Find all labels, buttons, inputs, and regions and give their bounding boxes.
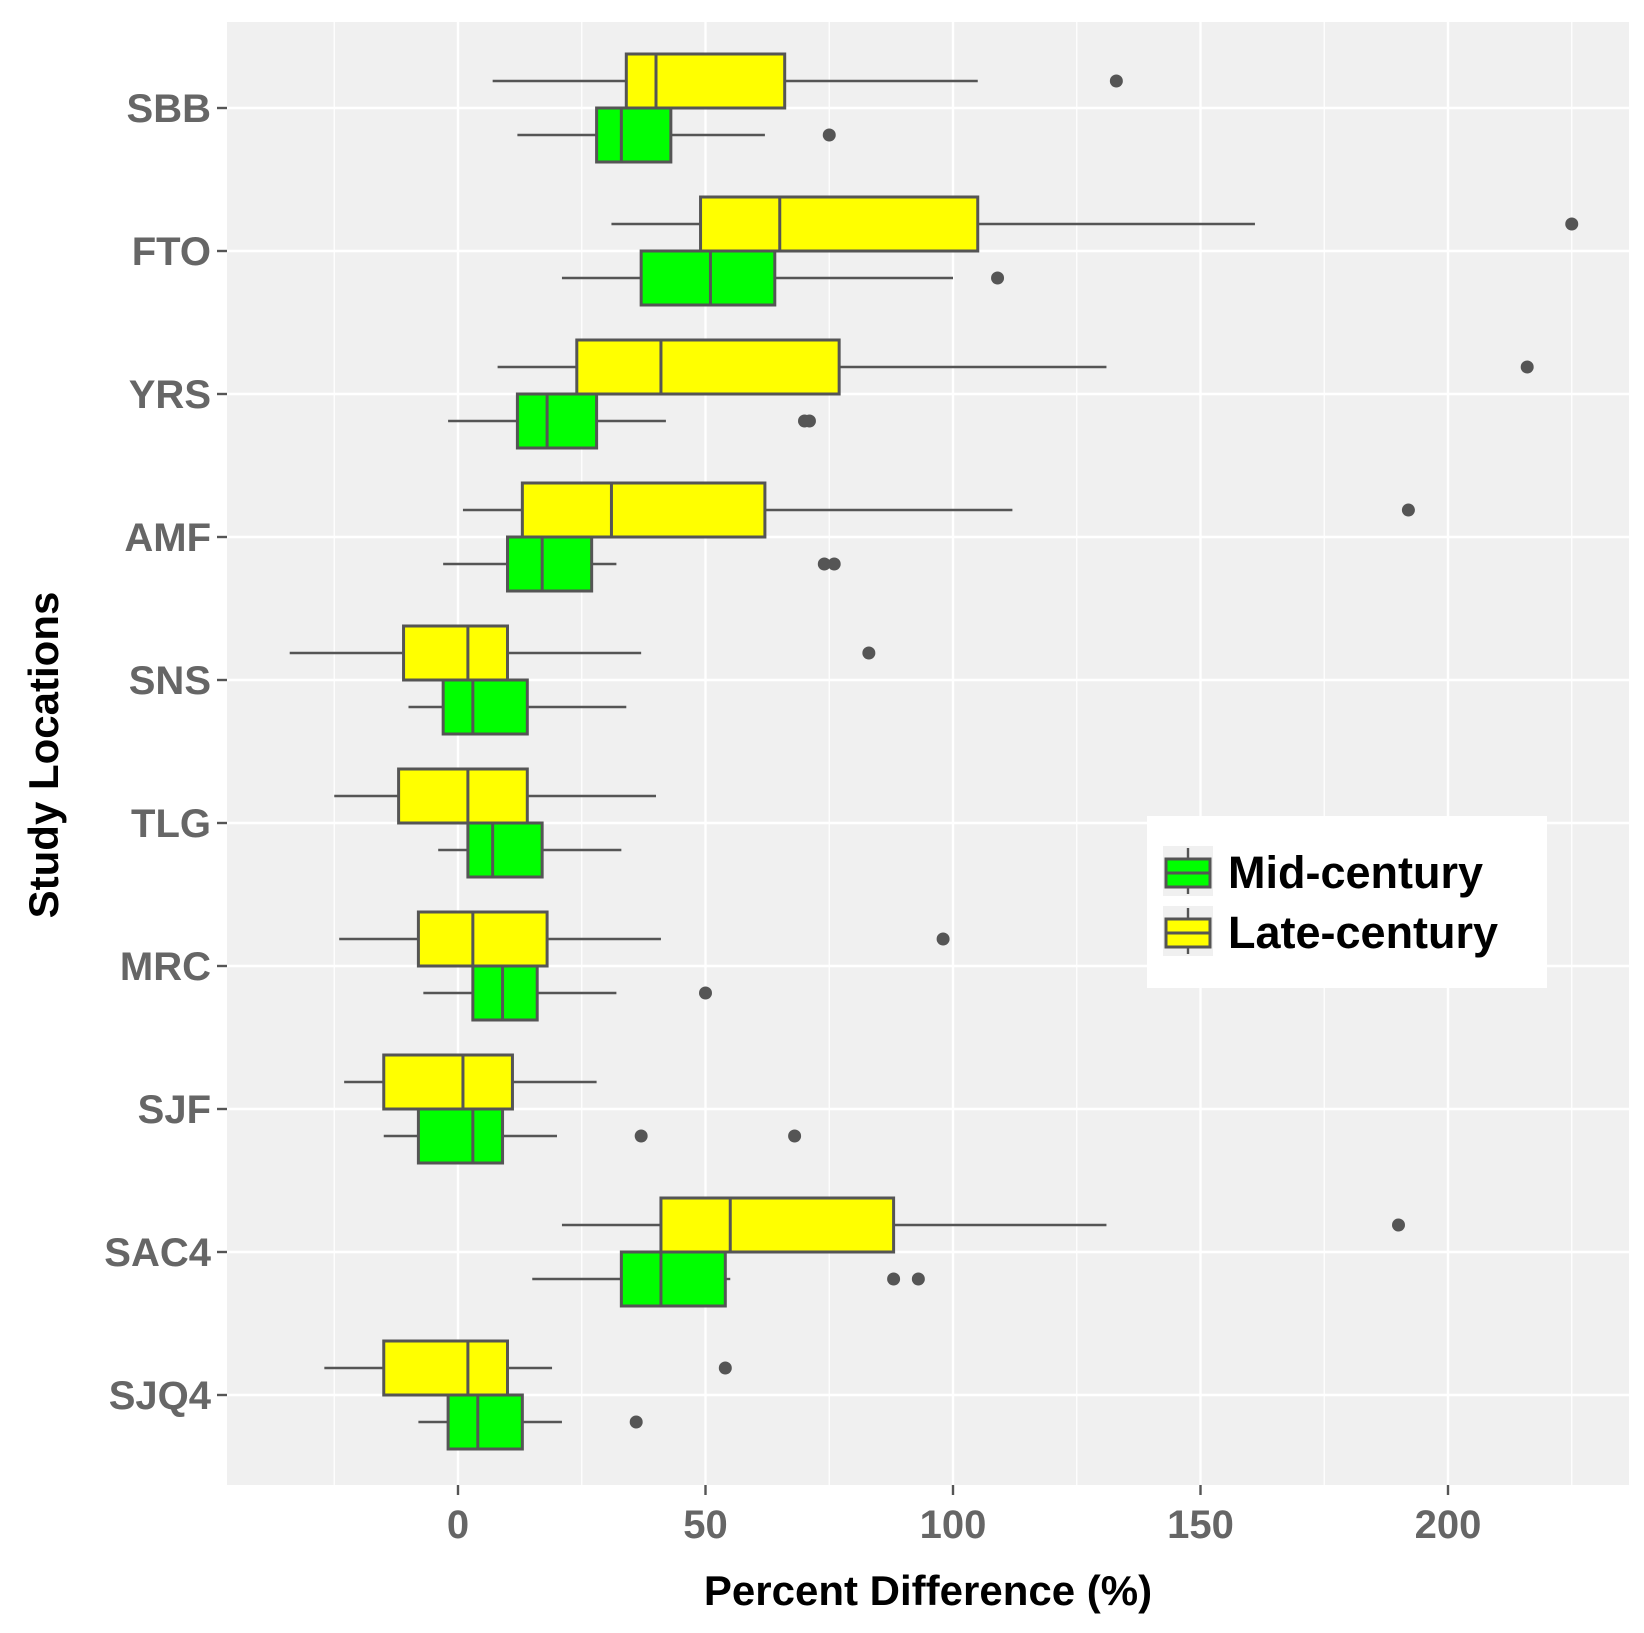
- box-iqr: [382, 1339, 509, 1397]
- box-late-tlg: [334, 767, 656, 825]
- x-tick-label: 100: [920, 1503, 987, 1547]
- outlier-point: [862, 646, 876, 660]
- outlier-point: [936, 932, 950, 946]
- x-tick-label: 50: [683, 1503, 728, 1547]
- box-iqr: [446, 1393, 524, 1451]
- box-mid-sns: [408, 678, 627, 736]
- box-iqr: [659, 1196, 896, 1254]
- legend-entry-mid: Mid-century: [1163, 846, 1483, 898]
- outlier-point: [817, 557, 831, 571]
- box-late-sbb: [492, 52, 1123, 110]
- x-axis: 0 50 100 150 200: [447, 1485, 1482, 1547]
- y-tick-label: SNS: [129, 659, 211, 703]
- box-late-sjf: [344, 1053, 597, 1111]
- outlier-point: [1401, 503, 1415, 517]
- box-iqr: [397, 767, 529, 825]
- box-iqr: [416, 910, 549, 968]
- box-mid-mrc: [423, 964, 712, 1022]
- box-late-sac4: [561, 1196, 1405, 1254]
- box-iqr: [416, 1107, 505, 1165]
- y-tick-label: SBB: [127, 87, 211, 131]
- x-tick-label: 0: [447, 1503, 469, 1547]
- box-iqr: [575, 338, 841, 396]
- box-mid-amf: [443, 535, 841, 593]
- outlier-point: [802, 414, 816, 428]
- legend-label-late: Late-century: [1228, 907, 1498, 958]
- y-tick-label: MRC: [120, 945, 211, 989]
- box-iqr: [595, 106, 673, 164]
- x-tick-label: 200: [1415, 1503, 1482, 1547]
- box-iqr: [471, 964, 539, 1022]
- minor-gridlines: [333, 22, 1573, 1485]
- plot-panel: [227, 22, 1629, 1485]
- box-iqr: [624, 52, 787, 110]
- y-axis-title: Study Locations: [20, 592, 67, 919]
- box-late-sns: [289, 624, 876, 682]
- x-tick-label: 150: [1167, 1503, 1234, 1547]
- outlier-point: [699, 986, 712, 1000]
- box-mid-sac4: [532, 1250, 925, 1308]
- y-tick-label: SAC4: [104, 1231, 211, 1275]
- box-iqr: [515, 392, 599, 450]
- y-tick-label: FTO: [132, 230, 211, 274]
- legend-entry-late: Late-century: [1163, 906, 1498, 958]
- box-iqr: [402, 624, 509, 682]
- box-mid-sjq4: [418, 1393, 643, 1451]
- box-late-sjq4: [324, 1339, 732, 1397]
- box-series: [289, 52, 1579, 1451]
- y-tick-label: YRS: [129, 373, 211, 417]
- outlier-point: [634, 1129, 648, 1143]
- y-tick-label: AMF: [124, 516, 211, 560]
- outlier-point: [827, 557, 841, 571]
- box-iqr: [699, 195, 980, 253]
- box-iqr: [506, 535, 594, 593]
- y-axis: SBB FTO YRS AMF SNS TLG MRC SJF SAC4 SJQ4: [104, 87, 227, 1418]
- box-mid-yrs: [448, 392, 816, 450]
- outlier-point: [1109, 74, 1123, 88]
- box-late-mrc: [339, 910, 950, 968]
- box-iqr: [382, 1053, 514, 1111]
- box-iqr: [520, 481, 767, 539]
- y-tick-label: TLG: [131, 802, 211, 846]
- outlier-point: [788, 1129, 802, 1143]
- y-tick-label: SJF: [138, 1088, 211, 1132]
- box-iqr: [441, 678, 529, 736]
- box-mid-sbb: [517, 106, 836, 164]
- outlier-point: [887, 1272, 901, 1286]
- box-iqr: [619, 1250, 727, 1308]
- outlier-point: [911, 1272, 925, 1286]
- legend-label-mid: Mid-century: [1228, 847, 1483, 898]
- outlier-point: [718, 1361, 732, 1375]
- box-iqr: [639, 249, 777, 307]
- legend-background: [1147, 816, 1547, 988]
- outlier-point: [1565, 217, 1579, 231]
- y-tick-label: SJQ4: [109, 1374, 212, 1418]
- box-iqr: [466, 821, 544, 879]
- outlier-point: [629, 1415, 643, 1429]
- legend: Mid-century Late-century: [1147, 816, 1547, 988]
- outlier-point: [1392, 1218, 1405, 1232]
- outlier-point: [1520, 360, 1534, 374]
- x-axis-title: Percent Difference (%): [704, 1567, 1152, 1614]
- box-late-amf: [462, 481, 1415, 539]
- outlier-point: [822, 128, 836, 142]
- box-late-yrs: [497, 338, 1534, 396]
- box-mid-tlg: [438, 821, 622, 879]
- outlier-point: [991, 271, 1005, 285]
- box-mid-fto: [561, 249, 1005, 307]
- box-late-fto: [611, 195, 1579, 253]
- box-mid-sjf: [383, 1107, 802, 1165]
